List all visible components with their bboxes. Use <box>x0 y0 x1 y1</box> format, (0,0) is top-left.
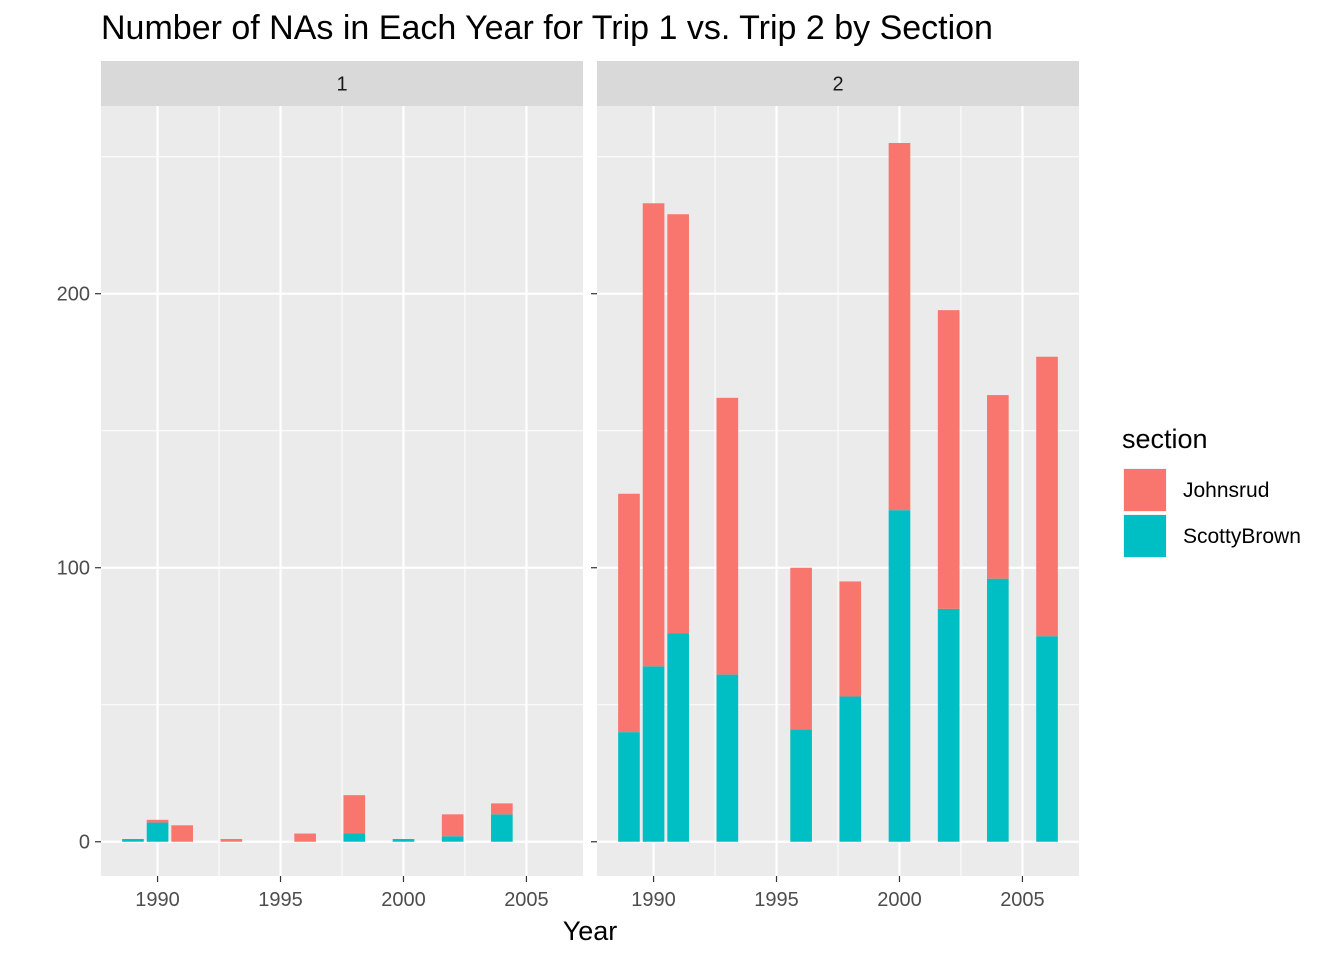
y-tick-label: 0 <box>79 832 90 854</box>
bar-johnsrud-1990 <box>642 203 665 667</box>
x-axis-title: Year <box>563 916 618 946</box>
bar-scottybrown-2000 <box>888 510 911 842</box>
facet-strip-label: 1 <box>336 74 347 96</box>
facet-strip <box>597 61 1079 106</box>
y-tick-label: 200 <box>57 284 90 306</box>
legend-label-scottybrown: ScottyBrown <box>1183 525 1301 548</box>
bar-johnsrud-2002 <box>937 310 960 609</box>
x-tick-label: 2005 <box>1000 889 1045 911</box>
bar-johnsrud-1996 <box>790 567 812 730</box>
legend-title: section <box>1122 424 1208 454</box>
y-tick-label: 100 <box>57 558 90 580</box>
facet-panels: 1 1990 1995 2000 2005 0 100 200 2 1990 1995 2000 200… <box>57 61 1079 911</box>
facet-strip-label: 2 <box>832 74 843 96</box>
bar-scottybrown-1991 <box>667 633 689 842</box>
bar-scottybrown-2002 <box>937 608 960 842</box>
bar-scottybrown-1989 <box>122 839 144 842</box>
bar-johnsrud-2006 <box>1036 356 1058 637</box>
bar-johnsrud-1998 <box>343 795 366 834</box>
bar-scottybrown-2004 <box>987 578 1009 842</box>
legend-items: Johnsrud ScottyBrown <box>1123 468 1301 558</box>
bar-scottybrown-1998 <box>839 696 862 842</box>
bar-scottybrown-1998 <box>343 833 366 842</box>
bar-johnsrud-1990 <box>146 819 169 823</box>
bar-scottybrown-1990 <box>642 666 665 842</box>
panel-1: 1 1990 1995 2000 2005 0 100 200 <box>57 61 583 911</box>
legend-label-johnsrud: Johnsrud <box>1183 479 1269 502</box>
bar-johnsrud-2002 <box>441 814 464 837</box>
facet-strip <box>101 61 583 106</box>
x-tick-label: 1990 <box>631 889 676 911</box>
bar-scottybrown-1990 <box>146 822 169 842</box>
legend: section Johnsrud ScottyBrown <box>1122 424 1301 558</box>
bar-scottybrown-1989 <box>618 732 640 842</box>
bar-johnsrud-1998 <box>839 581 862 697</box>
bar-johnsrud-1993 <box>716 397 739 675</box>
bar-johnsrud-2000 <box>888 142 911 511</box>
x-tick-label: 2005 <box>504 889 549 911</box>
bar-johnsrud-2004 <box>987 395 1009 579</box>
panel-2: 2 1990 1995 2000 2005 <box>591 61 1079 911</box>
bar-johnsrud-1991 <box>667 214 689 634</box>
x-tick-label: 2000 <box>877 889 922 911</box>
bar-johnsrud-1993 <box>220 839 243 842</box>
bar-scottybrown-2006 <box>1036 636 1058 842</box>
bar-scottybrown-1993 <box>716 674 739 842</box>
bar-scottybrown-1996 <box>790 729 812 842</box>
bar-scottybrown-2004 <box>491 814 513 842</box>
bar-johnsrud-1989 <box>618 493 640 733</box>
legend-swatch-johnsrud <box>1124 469 1166 511</box>
x-tick-label: 1995 <box>258 889 303 911</box>
x-tick-label: 1995 <box>754 889 799 911</box>
x-tick-label: 2000 <box>381 889 426 911</box>
bar-scottybrown-2000 <box>392 839 415 842</box>
bar-johnsrud-2004 <box>491 803 513 815</box>
bar-johnsrud-1996 <box>294 833 316 842</box>
bar-scottybrown-2002 <box>441 836 464 842</box>
chart-title: Number of NAs in Each Year for Trip 1 vs… <box>101 9 993 47</box>
bar-johnsrud-1991 <box>171 825 193 842</box>
x-tick-label: 1990 <box>135 889 180 911</box>
legend-swatch-scottybrown <box>1124 515 1166 557</box>
